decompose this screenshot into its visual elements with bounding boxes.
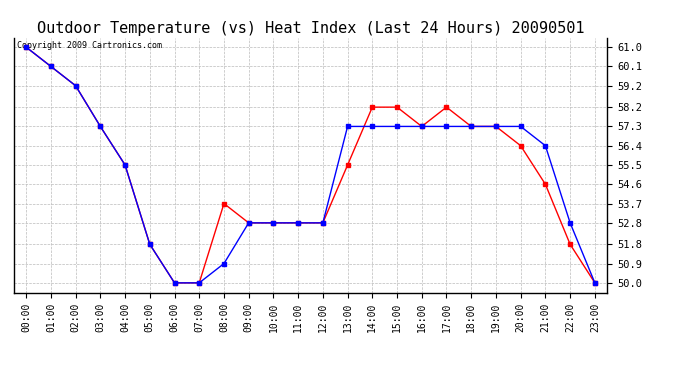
Text: Copyright 2009 Cartronics.com: Copyright 2009 Cartronics.com (17, 41, 161, 50)
Title: Outdoor Temperature (vs) Heat Index (Last 24 Hours) 20090501: Outdoor Temperature (vs) Heat Index (Las… (37, 21, 584, 36)
